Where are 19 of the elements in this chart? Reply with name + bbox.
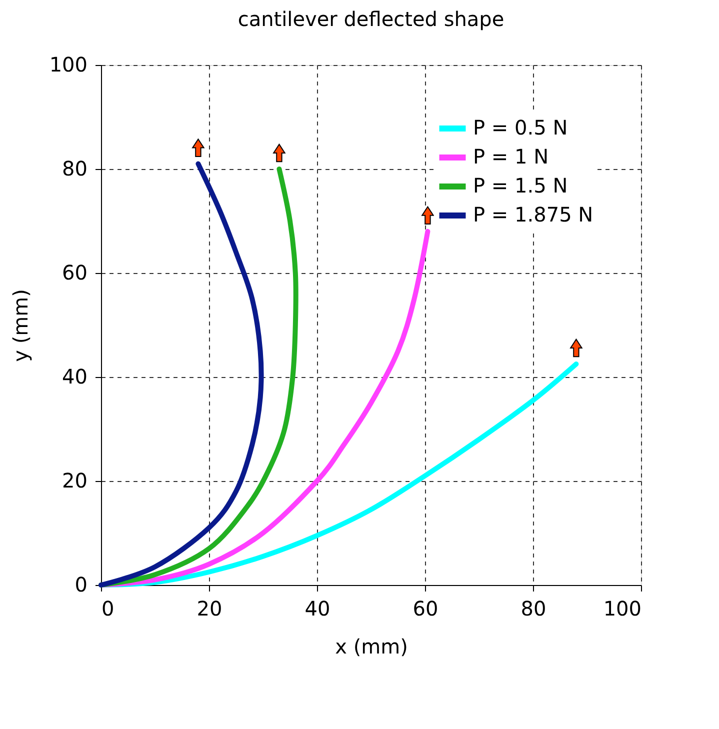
x-tick-label: 60 [412, 596, 438, 620]
x-tick-label: 100 [603, 596, 642, 620]
y-tick-label: 60 [62, 260, 88, 284]
x-tick-label: 40 [304, 596, 330, 620]
legend-label: P = 1.5 N [473, 174, 568, 198]
y-tick-label: 100 [49, 52, 88, 76]
y-tick-label: 80 [62, 156, 88, 180]
y-tick-label: 40 [62, 364, 88, 388]
y-tick-label: 20 [62, 468, 88, 492]
y-tick-label: 0 [74, 572, 88, 596]
x-tick-label: 0 [102, 596, 114, 620]
x-tick-label: 20 [196, 596, 222, 620]
legend-label: P = 1 N [473, 144, 549, 168]
y-axis-title: y (mm) [8, 289, 32, 362]
chart-title: cantilever deflected shape [238, 7, 504, 31]
x-tick-label: 80 [520, 596, 546, 620]
x-axis-title: x (mm) [335, 634, 408, 658]
legend-label: P = 0.5 N [473, 116, 568, 140]
legend-label: P = 1.875 N [473, 202, 594, 226]
